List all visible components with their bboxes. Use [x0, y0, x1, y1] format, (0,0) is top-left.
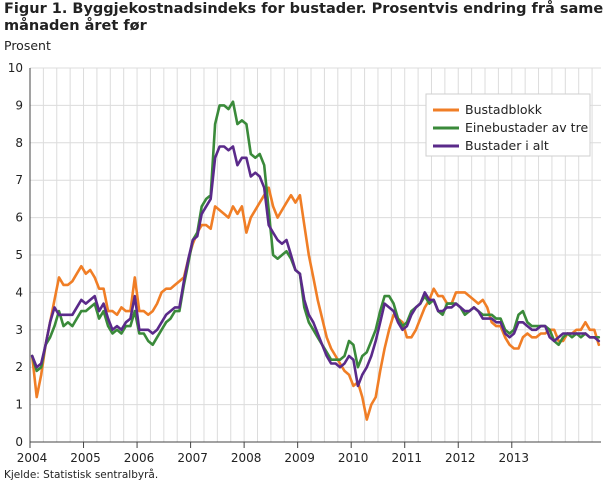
x-tick-label: 2013 — [499, 451, 530, 465]
legend-label: Bustader i alt — [465, 138, 549, 153]
y-axis-label: Prosent — [4, 38, 51, 53]
y-tick-label: 2 — [15, 360, 23, 374]
y-tick-label: 5 — [15, 248, 23, 262]
x-tick-label: 2009 — [284, 451, 315, 465]
series-line-bustader-i-alt — [30, 145, 601, 388]
x-tick-label: 2004 — [17, 451, 48, 465]
x-tick-label: 2005 — [70, 451, 101, 465]
x-tick-label: 2010 — [338, 451, 369, 465]
x-tick-label: 2007 — [177, 451, 208, 465]
x-axis-ticks: 2004 2005 2006 2007 2008 2009 2010 2011 2012 2013 — [17, 442, 529, 465]
legend: Bustadblokk Einebustader av tre Bustader i… — [425, 93, 591, 157]
legend-label: Bustadblokk — [465, 102, 543, 117]
y-tick-label: 0 — [15, 435, 23, 449]
y-tick-label: 8 — [15, 136, 23, 150]
x-tick-label: 2011 — [391, 451, 422, 465]
y-tick-label: 3 — [15, 323, 23, 337]
y-tick-label: 1 — [15, 398, 23, 412]
series-line-bustadblokk — [30, 186, 601, 421]
series-line-einebustader-av-tre — [30, 100, 601, 373]
source-note: Kjelde: Statistisk sentralbyrå. — [4, 469, 159, 481]
y-tick-label: 7 — [15, 173, 23, 187]
y-tick-label: 10 — [8, 61, 23, 75]
y-tick-label: 6 — [15, 211, 23, 225]
x-tick-label: 2008 — [231, 451, 262, 465]
y-axis-ticks: 0 1 2 3 4 5 6 7 8 9 10 — [8, 61, 23, 449]
series-lines — [30, 100, 601, 421]
legend-label: Einebustader av tre — [465, 120, 588, 135]
y-tick-label: 4 — [15, 285, 23, 299]
x-tick-label: 2012 — [445, 451, 476, 465]
x-tick-label: 2006 — [124, 451, 155, 465]
chart-title: Figur 1. Byggjekostnadsindeks for bustad… — [4, 1, 604, 34]
y-tick-label: 9 — [15, 98, 23, 112]
